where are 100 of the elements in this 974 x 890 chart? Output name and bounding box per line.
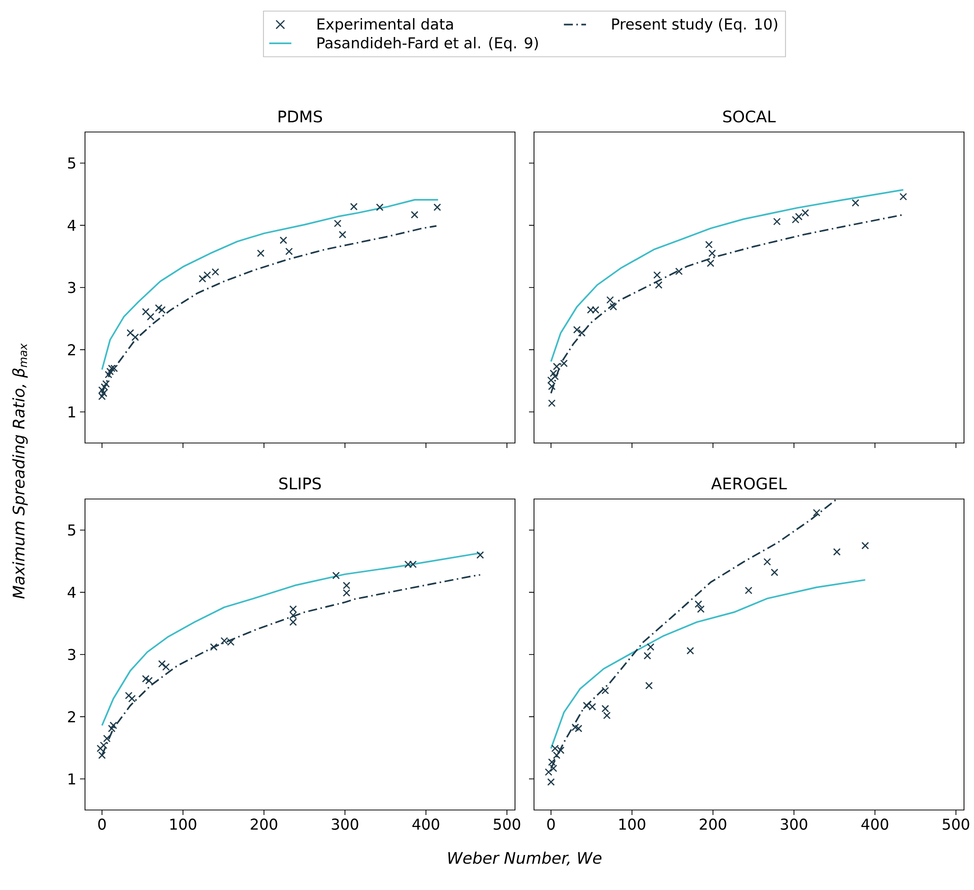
point: [212, 268, 220, 276]
point: [792, 216, 800, 224]
point: [686, 646, 694, 655]
point: [280, 236, 288, 244]
point: [675, 268, 683, 276]
chart-title: SOCAL: [723, 110, 776, 122]
point: [110, 364, 118, 372]
x-tick-label: 100: [170, 818, 196, 830]
x-tick-label: 200: [250, 818, 278, 830]
y-tick-label: 2: [68, 344, 75, 356]
point: [126, 329, 134, 337]
point: [705, 240, 713, 248]
point: [350, 202, 358, 210]
point: [544, 768, 552, 776]
point: [552, 751, 560, 760]
point: [861, 542, 869, 550]
legend-label: Present study (Eq. 10): [612, 18, 778, 33]
point: [142, 308, 150, 316]
point: [802, 209, 810, 217]
x-tick-label: 500: [942, 818, 970, 830]
point: [653, 271, 661, 279]
point: [550, 370, 558, 378]
x-tick-label: 0: [547, 818, 555, 830]
point: [124, 692, 133, 700]
point: [574, 724, 582, 732]
point: [812, 508, 820, 516]
point: [342, 589, 350, 597]
point: [572, 723, 580, 732]
point: [694, 600, 702, 608]
point: [833, 548, 841, 556]
point: [548, 758, 556, 766]
point: [198, 275, 206, 283]
point: [547, 778, 555, 786]
point: [256, 250, 265, 258]
point: [900, 192, 908, 200]
point: [146, 312, 154, 321]
point: [103, 734, 111, 742]
point: [289, 618, 297, 626]
point: [697, 605, 705, 613]
point: [548, 399, 556, 407]
point: [106, 368, 114, 376]
y-tick-label: 4: [68, 220, 76, 231]
point: [606, 296, 614, 304]
point: [795, 212, 803, 220]
x-tick-label: 500: [494, 818, 520, 830]
point: [98, 386, 106, 394]
point: [548, 382, 556, 390]
legend-label: Experimental data: [318, 18, 453, 33]
point: [645, 682, 653, 690]
y-tick-label: 2: [68, 711, 75, 722]
point: [601, 704, 610, 712]
chart-title: AEROGEL: [711, 477, 787, 490]
point: [552, 362, 560, 370]
x-axis-title: Weber Number, We: [448, 852, 602, 866]
point: [104, 370, 112, 378]
point: [154, 304, 162, 312]
point: [100, 742, 108, 750]
point: [573, 326, 581, 334]
point: [131, 333, 139, 342]
x-tick-label: 400: [412, 818, 440, 830]
point: [332, 572, 340, 580]
point: [158, 660, 166, 668]
y-tick-label: 1: [68, 406, 76, 418]
y-axis-title: Maximum Spreading Ratio, β$_{max}$: [12, 343, 28, 599]
point: [763, 558, 772, 566]
point: [110, 722, 118, 730]
point: [547, 376, 555, 384]
point: [210, 643, 218, 651]
point: [142, 674, 150, 683]
chart-title: SLIPS: [279, 477, 321, 490]
point: [100, 389, 108, 398]
point: [706, 259, 714, 268]
point: [646, 643, 654, 651]
point: [289, 612, 297, 620]
point: [289, 605, 297, 613]
point: [433, 203, 442, 212]
y-tick-label: 4: [68, 586, 76, 598]
point: [410, 210, 418, 219]
point: [578, 329, 586, 337]
point: [852, 199, 860, 207]
point: [551, 372, 559, 380]
y-tick-label: 5: [68, 524, 76, 536]
line-series: [101, 574, 481, 756]
point: [100, 383, 108, 391]
x-tick-label: 400: [861, 818, 888, 830]
point: [560, 360, 568, 368]
point: [204, 271, 212, 279]
point: [98, 392, 106, 400]
line-series: [101, 198, 439, 370]
y-tick-label: 3: [68, 648, 76, 660]
point: [162, 663, 170, 671]
point: [476, 551, 484, 559]
point: [603, 712, 611, 720]
point: [708, 250, 716, 258]
point: [601, 686, 610, 694]
line-series: [101, 552, 481, 726]
point: [145, 676, 153, 684]
y-tick-label: 1: [68, 773, 76, 784]
point: [128, 694, 136, 702]
point: [770, 568, 778, 576]
